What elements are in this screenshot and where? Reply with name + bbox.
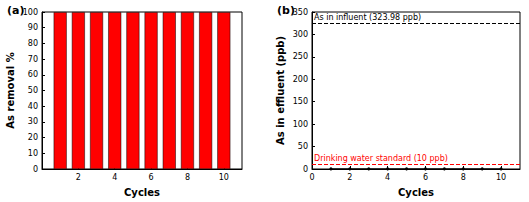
svg-text:30: 30 (28, 117, 38, 126)
svg-text:8: 8 (185, 173, 190, 182)
svg-text:As removal %: As removal % (5, 52, 16, 128)
svg-text:350: 350 (293, 8, 308, 17)
svg-text:50: 50 (298, 142, 308, 151)
svg-text:300: 300 (293, 30, 308, 39)
svg-text:80: 80 (28, 39, 38, 48)
svg-text:50: 50 (28, 86, 38, 95)
svg-text:40: 40 (28, 102, 38, 111)
svg-text:2: 2 (76, 173, 81, 182)
svg-text:6: 6 (149, 173, 154, 182)
svg-text:100: 100 (293, 120, 308, 129)
svg-text:(b): (b) (277, 4, 295, 17)
svg-text:10: 10 (219, 173, 229, 182)
svg-text:0: 0 (309, 173, 314, 182)
svg-text:Drinking water standard (10 pp: Drinking water standard (10 ppb) (314, 154, 448, 163)
svg-text:250: 250 (293, 52, 308, 61)
svg-text:4: 4 (385, 173, 390, 182)
svg-text:100: 100 (23, 8, 38, 17)
svg-text:0: 0 (303, 165, 308, 174)
svg-text:4: 4 (112, 173, 117, 182)
svg-text:As in effluent (ppb): As in effluent (ppb) (275, 36, 286, 145)
svg-text:0: 0 (33, 165, 38, 174)
svg-text:Cycles: Cycles (398, 187, 434, 198)
svg-text:As in influent (323.98 ppb): As in influent (323.98 ppb) (314, 13, 421, 22)
svg-text:20: 20 (28, 133, 38, 142)
svg-text:10: 10 (28, 149, 38, 158)
svg-text:8: 8 (461, 173, 466, 182)
svg-text:6: 6 (423, 173, 428, 182)
svg-text:2: 2 (347, 173, 352, 182)
svg-text:200: 200 (293, 75, 308, 84)
svg-text:(a): (a) (7, 4, 24, 17)
svg-text:150: 150 (293, 97, 308, 106)
svg-text:10: 10 (496, 173, 506, 182)
svg-text:60: 60 (28, 70, 38, 79)
svg-text:90: 90 (28, 23, 38, 32)
svg-text:70: 70 (28, 55, 38, 64)
svg-text:Cycles: Cycles (124, 187, 160, 198)
